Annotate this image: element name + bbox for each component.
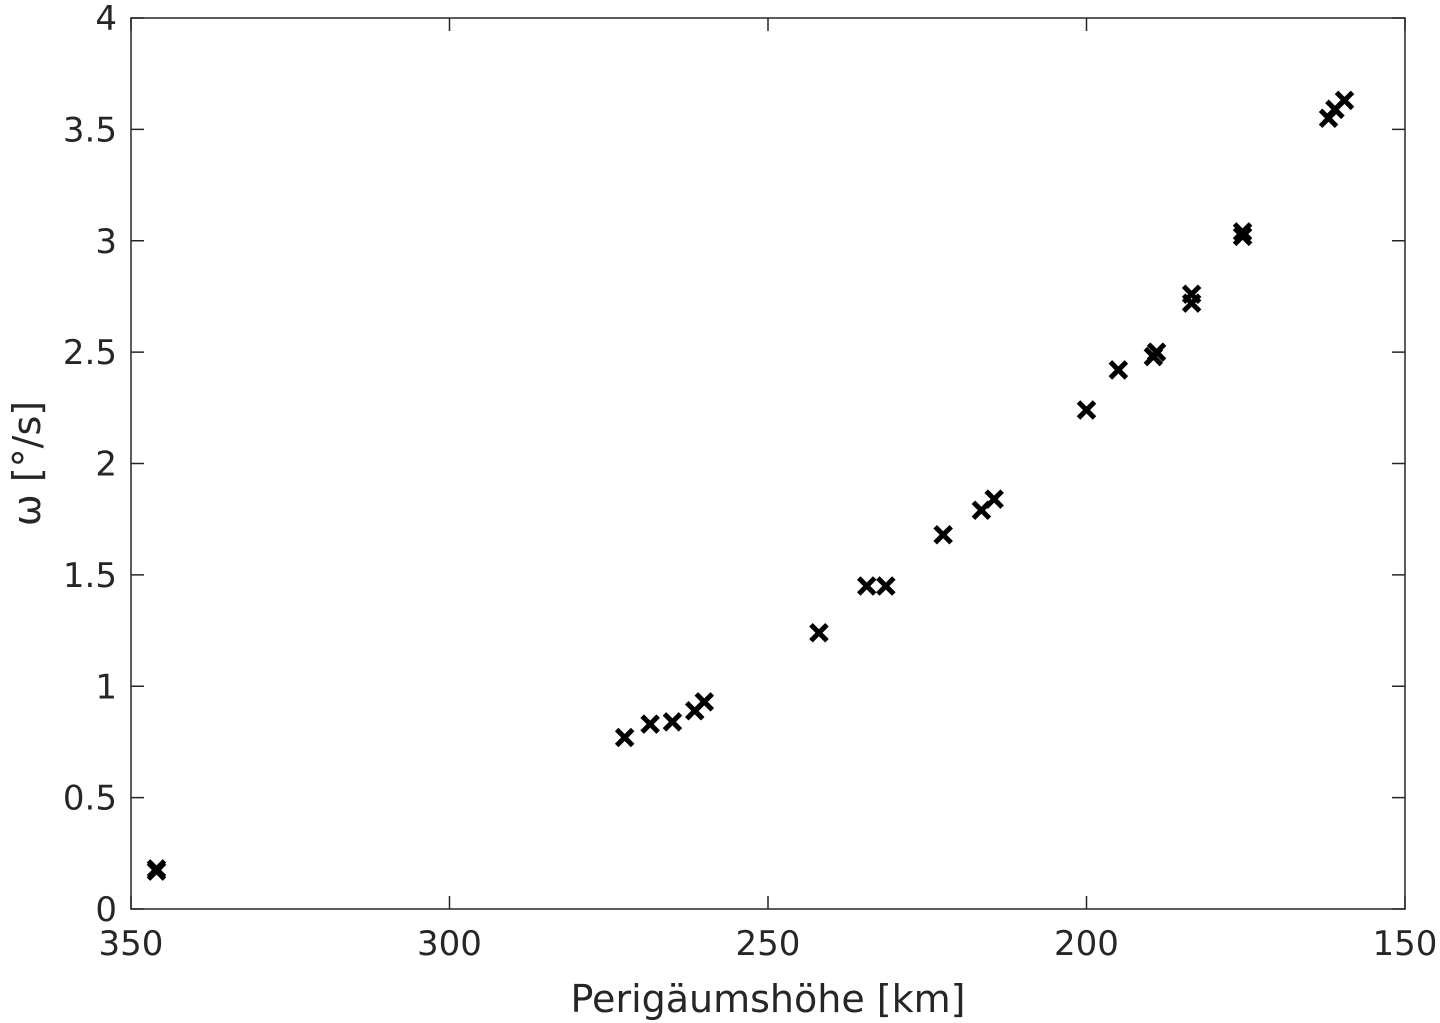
y-tick-label: 0.5 xyxy=(63,779,117,819)
data-point xyxy=(1146,342,1167,362)
y-tick-label: 0 xyxy=(95,890,117,930)
y-axis: 0 0.5 1 1.5 2 2.5 3 3.5 4 xyxy=(63,0,1405,930)
data-point xyxy=(933,525,953,545)
data-point xyxy=(640,714,660,734)
data-point xyxy=(876,576,896,596)
x-tick-label: 350 xyxy=(99,924,164,964)
data-point xyxy=(694,692,715,712)
y-tick-label: 1 xyxy=(95,667,117,707)
x-axis-label: Perigäumshöhe [km] xyxy=(571,977,966,1021)
x-tick-label: 200 xyxy=(1054,924,1119,964)
data-point xyxy=(856,576,877,596)
data-point xyxy=(1232,222,1253,242)
data-point xyxy=(1334,90,1355,111)
data-point xyxy=(984,489,1004,509)
x-axis: 350 300 250 200 150 xyxy=(99,18,1438,964)
data-point xyxy=(614,727,635,748)
data-point xyxy=(809,623,829,643)
data-series xyxy=(146,90,1355,881)
data-point xyxy=(146,861,167,881)
data-point xyxy=(662,712,683,732)
data-point xyxy=(1076,400,1097,420)
y-tick-label: 1.5 xyxy=(63,556,117,596)
data-point xyxy=(1232,226,1253,247)
y-tick-label: 4 xyxy=(95,0,117,39)
x-tick-label: 300 xyxy=(417,924,482,964)
data-point xyxy=(1108,360,1129,380)
x-tick-label: 150 xyxy=(1373,924,1438,964)
y-tick-label: 3.5 xyxy=(63,110,117,150)
y-tick-label: 3 xyxy=(95,222,117,262)
plot-area xyxy=(130,17,1406,910)
y-axis-label: ω [°/s] xyxy=(5,401,49,526)
y-tick-label: 2.5 xyxy=(63,333,117,373)
data-point xyxy=(1181,284,1202,304)
y-tick-label: 2 xyxy=(95,445,117,485)
x-tick-label: 250 xyxy=(736,924,801,964)
